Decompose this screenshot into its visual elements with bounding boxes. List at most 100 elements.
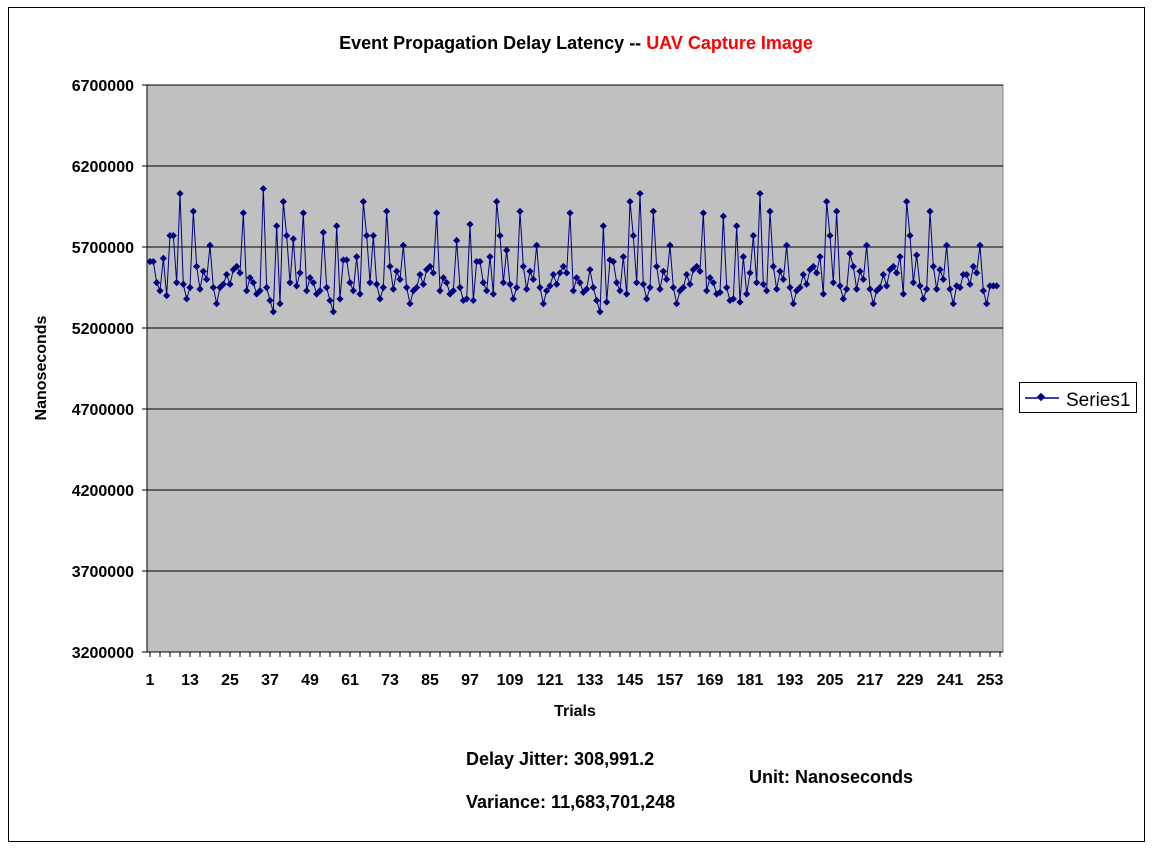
data-point (769, 262, 777, 271)
data-point (233, 262, 241, 271)
data-point (159, 254, 167, 262)
data-point (746, 269, 754, 277)
data-point (393, 267, 401, 275)
x-tick-label: 253 (977, 672, 1004, 689)
data-point (526, 267, 534, 275)
data-point (243, 287, 251, 295)
data-point (983, 300, 991, 308)
x-tick-label: 1 (146, 672, 155, 689)
data-point (583, 285, 591, 293)
data-point (533, 241, 541, 249)
x-tick-label: 13 (181, 672, 199, 689)
data-point (163, 292, 171, 300)
data-point (819, 290, 827, 298)
data-point (343, 256, 351, 264)
data-point (919, 295, 927, 303)
y-axis: 3200000 3700000 4200000 4700000 5200000 57000… (72, 78, 148, 662)
data-point (306, 274, 314, 282)
data-point (176, 189, 184, 198)
data-point (856, 267, 864, 275)
data-point (499, 279, 507, 287)
data-point (949, 300, 957, 308)
data-point (779, 275, 787, 283)
data-point (649, 207, 657, 215)
data-point (293, 282, 301, 290)
x-tick-label: 85 (421, 672, 439, 689)
data-point (609, 257, 617, 266)
data-point (433, 209, 441, 217)
x-tick-label: 49 (301, 672, 319, 689)
data-point (666, 241, 674, 249)
data-point (896, 253, 904, 261)
data-point (703, 287, 711, 295)
data-point (799, 270, 807, 279)
data-point (626, 198, 634, 206)
x-tick-label: 229 (897, 672, 924, 689)
data-point (363, 232, 371, 240)
data-point (179, 280, 187, 288)
data-point (466, 220, 474, 228)
data-point (319, 228, 327, 237)
data-point (623, 290, 631, 298)
data-point (783, 241, 791, 249)
data-point (596, 308, 604, 316)
data-point (916, 282, 924, 290)
data-point (876, 283, 884, 292)
data-point (849, 262, 857, 271)
y-tick-label: 4700000 (72, 402, 134, 419)
data-point (796, 283, 804, 292)
variance-text: Variance: 11,683,701,248 (466, 792, 675, 812)
data-point (589, 283, 597, 292)
data-point (773, 285, 781, 293)
data-point (753, 279, 761, 287)
data-point (926, 207, 934, 215)
data-point (833, 207, 841, 215)
data-point (613, 279, 621, 287)
data-point (213, 300, 221, 308)
data-point (416, 270, 424, 279)
data-point (246, 274, 254, 282)
y-tick-label: 5700000 (72, 240, 134, 257)
data-point (223, 270, 231, 279)
data-point (383, 207, 391, 215)
y-axis-title: Nanoseconds (33, 315, 50, 420)
data-point (493, 198, 501, 206)
data-point (829, 279, 837, 287)
data-point (333, 222, 341, 230)
data-point (286, 279, 294, 287)
x-tick-label: 61 (341, 672, 359, 689)
data-point (183, 295, 191, 303)
data-point (459, 296, 467, 305)
data-point (976, 241, 984, 249)
data-point (506, 280, 514, 288)
data-point (323, 283, 331, 292)
x-tick-label: 97 (461, 672, 479, 689)
data-point (369, 232, 377, 240)
data-point (839, 295, 847, 303)
data-point (756, 189, 764, 198)
data-point (909, 279, 917, 287)
data-point (936, 266, 944, 274)
data-point (803, 280, 811, 288)
data-point (776, 267, 784, 275)
data-point (689, 266, 697, 274)
data-point (846, 249, 854, 258)
data-point (823, 198, 831, 206)
data-point (659, 267, 667, 275)
data-point (279, 198, 287, 206)
data-point (553, 280, 561, 288)
x-axis-title: Trials (554, 703, 596, 720)
data-point (249, 279, 257, 287)
data-point (859, 275, 867, 283)
data-point (259, 185, 267, 193)
data-point (509, 295, 517, 303)
x-tick-label: 133 (577, 672, 604, 689)
data-point (476, 257, 484, 266)
data-point (399, 241, 407, 249)
data-point (186, 283, 194, 292)
data-point (346, 279, 354, 287)
data-point (349, 287, 357, 295)
data-point (836, 282, 844, 290)
y-tick-label: 3200000 (72, 645, 134, 662)
data-point (813, 269, 821, 277)
